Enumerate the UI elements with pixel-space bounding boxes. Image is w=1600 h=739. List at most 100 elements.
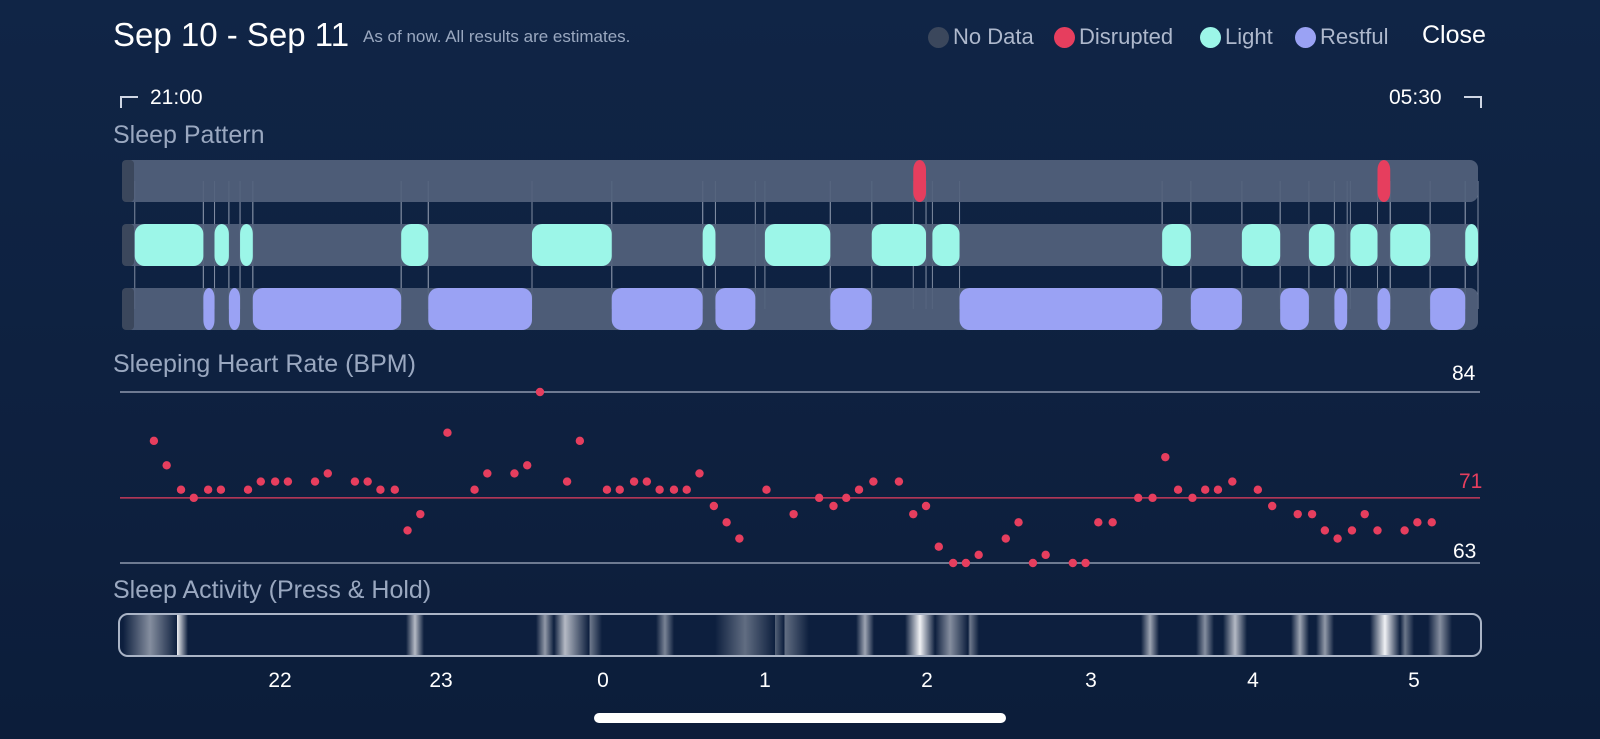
hr-data-point: [814, 493, 824, 503]
hr-data-point: [575, 436, 585, 446]
no-data-segment: [122, 160, 134, 202]
hr-data-point: [829, 501, 838, 511]
end-bracket-icon: [1464, 96, 1482, 108]
hr-data-point: [510, 469, 519, 478]
hr-data-point: [376, 485, 385, 494]
hr-min-label: 63: [1453, 540, 1477, 563]
hr-avg-label: 71: [1459, 470, 1483, 493]
start-bracket-icon: [120, 96, 138, 108]
hr-data-point: [535, 387, 545, 397]
light-segment: [1162, 224, 1191, 266]
start-time-label: 21:00: [150, 86, 203, 109]
x-tick-5: 5: [1408, 669, 1420, 692]
hr-data-point: [948, 558, 958, 568]
hr-data-point: [323, 469, 332, 478]
hr-data-point: [270, 477, 280, 486]
hr-data-point: [722, 518, 731, 527]
light-segment: [1390, 224, 1431, 266]
light-segment: [1241, 224, 1281, 266]
hr-data-point: [1427, 518, 1436, 527]
hr-data-point: [1413, 518, 1422, 527]
hr-data-point: [203, 485, 213, 494]
estimates-subtitle: As of now. All results are estimates.: [363, 27, 631, 46]
hr-data-point: [1400, 526, 1409, 535]
hr-data-point: [682, 485, 691, 494]
hr-data-point: [470, 485, 479, 494]
hr-data-point: [256, 477, 265, 486]
restful-segment: [1430, 288, 1466, 330]
x-tick-1: 1: [759, 669, 771, 692]
light-segment: [1350, 224, 1378, 266]
restful-segment: [1190, 288, 1242, 330]
hr-data-point: [1347, 526, 1357, 535]
hr-data-point: [1041, 550, 1050, 560]
hr-data-point: [854, 485, 864, 494]
hr-data-point: [762, 485, 771, 494]
restful-segment: [959, 288, 1163, 330]
hr-data-point: [602, 485, 612, 494]
hr-data-point: [1360, 509, 1369, 519]
restful-segment: [830, 288, 872, 330]
close-button[interactable]: Close: [1422, 21, 1486, 49]
hr-data-point: [149, 436, 159, 446]
restful-segment: [428, 288, 532, 330]
x-tick-3: 3: [1085, 669, 1097, 692]
hr-data-point: [350, 477, 360, 486]
heart-rate-title: Sleeping Heart Rate (BPM): [113, 350, 416, 378]
sleep-activity-bar[interactable]: [118, 613, 1482, 657]
light-segment: [932, 224, 960, 266]
hr-data-point: [1028, 558, 1038, 568]
light-dot-icon: [1200, 26, 1221, 48]
hr-data-point: [642, 477, 652, 486]
hr-data-point: [1213, 485, 1223, 494]
hr-data-point: [629, 477, 639, 486]
hr-data-point: [1333, 534, 1342, 543]
no-data-dot-icon: [928, 26, 949, 48]
hr-data-point: [562, 477, 572, 486]
disrupted-segment: [913, 160, 927, 202]
hr-data-point: [1373, 526, 1382, 535]
light-segment: [1465, 224, 1478, 266]
hr-data-point: [789, 509, 798, 519]
hr-data-point: [1268, 501, 1277, 511]
hr-data-point: [615, 485, 624, 494]
hr-data-point: [695, 469, 704, 478]
hr-data-point: [1228, 477, 1237, 486]
sleep-pattern-title: Sleep Pattern: [113, 121, 265, 149]
hr-data-point: [894, 477, 904, 486]
date-range-title: Sep 10 - Sep 11: [113, 16, 350, 53]
hr-data-point: [1307, 509, 1317, 519]
hr-data-point: [934, 542, 943, 551]
hr-data-point: [483, 469, 492, 478]
light-segment: [240, 224, 253, 266]
heart-rate-chart: [120, 387, 1480, 568]
legend-item-light: Light: [1200, 22, 1273, 52]
hr-data-point: [1201, 485, 1210, 494]
hr-data-point: [735, 534, 744, 543]
x-tick-22: 22: [268, 669, 292, 692]
hr-data-point: [1173, 485, 1183, 494]
end-time-label: 05:30: [1389, 86, 1442, 109]
hr-data-point: [176, 485, 186, 494]
hr-data-point: [842, 493, 851, 503]
light-segment: [401, 224, 429, 266]
hr-data-point: [443, 428, 452, 437]
hr-data-point: [869, 477, 878, 486]
hr-data-point: [1253, 485, 1263, 494]
disrupted-segment: [1377, 160, 1391, 202]
disrupted-dot-icon: [1054, 26, 1075, 48]
x-tick-0: 0: [597, 669, 609, 692]
legend-label: Disrupted: [1079, 24, 1174, 49]
hr-data-point: [1094, 518, 1103, 527]
light-segment: [702, 224, 716, 266]
hr-data-point: [974, 550, 983, 560]
hr-data-point: [1134, 493, 1143, 503]
hr-data-point: [523, 461, 532, 470]
no-data-segment: [122, 224, 134, 266]
hr-data-point: [1108, 518, 1117, 527]
hr-data-point: [709, 501, 719, 511]
restful-segment: [228, 288, 241, 330]
hr-data-point: [1320, 526, 1330, 535]
home-indicator[interactable]: [594, 713, 1006, 723]
